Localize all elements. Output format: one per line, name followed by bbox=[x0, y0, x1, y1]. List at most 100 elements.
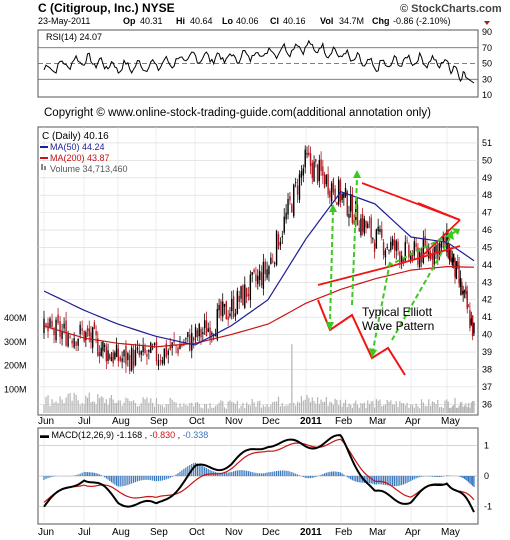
macd-histogram-bar bbox=[200, 465, 202, 476]
candle-body bbox=[63, 323, 65, 329]
macd-histogram-bar bbox=[370, 476, 372, 484]
volume-bar bbox=[51, 399, 53, 413]
macd-histogram-bar bbox=[264, 472, 266, 476]
macd-histogram-bar bbox=[472, 476, 474, 486]
candle-body bbox=[86, 328, 89, 332]
svg-text:▬ MACD(12,26,9) -1: ▬ MACD(12,26,9) -1.168 , -0.830 , -0.338 bbox=[40, 430, 208, 440]
volume-bar bbox=[311, 397, 313, 413]
macd-histogram-bar bbox=[112, 476, 114, 484]
ma50-line bbox=[43, 190, 475, 346]
volume-tick-label: 300M bbox=[4, 337, 27, 347]
macd-histogram-bar bbox=[260, 473, 263, 476]
candle-body bbox=[136, 347, 139, 350]
candle-body bbox=[127, 353, 129, 361]
macd-histogram-bar bbox=[163, 476, 165, 481]
volume-bar bbox=[144, 399, 146, 413]
volume-bar bbox=[315, 403, 317, 413]
candle-body bbox=[236, 290, 239, 314]
macd-histogram-bar bbox=[279, 470, 282, 476]
candle-body bbox=[377, 226, 379, 232]
candle-body bbox=[448, 248, 451, 261]
volume-bar bbox=[300, 396, 302, 413]
candle-body bbox=[384, 250, 387, 258]
volume-bar bbox=[253, 402, 255, 413]
x-axis-label: Mar bbox=[369, 416, 387, 427]
candle-body bbox=[198, 323, 200, 337]
macd-histogram-bar bbox=[125, 476, 127, 486]
candle-body bbox=[117, 348, 120, 362]
volume-bar bbox=[447, 401, 449, 413]
volume-bar bbox=[257, 401, 259, 413]
macd-histogram-bar bbox=[88, 472, 90, 476]
volume-bar bbox=[107, 405, 109, 413]
volume-bar bbox=[358, 407, 360, 413]
macd-histogram-bar bbox=[242, 470, 244, 476]
volume-bar bbox=[287, 405, 289, 413]
volume-bar bbox=[146, 397, 148, 413]
macd-histogram-bar bbox=[367, 476, 369, 484]
volume-tick-label: 200M bbox=[4, 361, 27, 371]
macd-histogram-bar bbox=[110, 476, 113, 483]
macd-histogram-bar bbox=[93, 472, 95, 476]
macd-histogram-bar bbox=[272, 471, 274, 476]
macd-histogram-bar bbox=[343, 474, 345, 476]
volume-bar bbox=[451, 406, 453, 413]
volume-bar bbox=[83, 403, 85, 413]
x-axis-label: Dec bbox=[262, 416, 280, 427]
candle-body bbox=[466, 291, 468, 309]
candle-body bbox=[169, 345, 171, 350]
candle-body bbox=[67, 334, 69, 347]
volume-bar bbox=[177, 407, 179, 413]
close-value: 40.16 bbox=[283, 16, 306, 26]
volume-bar bbox=[429, 405, 432, 413]
candle-body bbox=[222, 301, 224, 317]
volume-bar bbox=[346, 407, 348, 413]
candle-body bbox=[220, 301, 222, 316]
macd-histogram-bar bbox=[466, 476, 468, 482]
volume-bar bbox=[351, 407, 353, 413]
candle-body bbox=[437, 242, 439, 260]
volume-bar bbox=[406, 402, 408, 413]
volume-bar bbox=[136, 406, 138, 413]
volume-bar bbox=[368, 403, 371, 413]
candle-body bbox=[81, 328, 83, 331]
macd-histogram-bar bbox=[346, 476, 348, 478]
macd-histogram-bar bbox=[437, 476, 439, 478]
volume-tick-label: 100M bbox=[4, 384, 27, 394]
candle-body bbox=[196, 330, 199, 338]
macd-histogram-bar bbox=[159, 476, 162, 481]
candle-body bbox=[211, 332, 213, 335]
volume-bar bbox=[275, 401, 278, 413]
volume-bar bbox=[285, 405, 287, 413]
volume-bar bbox=[279, 406, 282, 413]
candle-body bbox=[43, 318, 45, 334]
candle-body bbox=[422, 239, 425, 263]
candle-body bbox=[411, 254, 414, 261]
candle-body bbox=[194, 327, 197, 338]
macd-histogram-bar bbox=[177, 473, 179, 476]
volume-value: 34.7M bbox=[339, 16, 364, 26]
volume-bar bbox=[296, 401, 299, 413]
arrowhead-icon bbox=[446, 230, 454, 240]
annotation-text-line2: Wave Pattern bbox=[362, 319, 434, 333]
volume-bar bbox=[373, 407, 376, 413]
macd-histogram-bar bbox=[171, 476, 173, 477]
volume-bar bbox=[198, 403, 200, 413]
volume-bar bbox=[95, 404, 97, 413]
candle-body bbox=[360, 218, 362, 236]
volume-bar bbox=[363, 402, 365, 413]
candle-body bbox=[311, 162, 313, 179]
macd-histogram-bar bbox=[390, 476, 392, 486]
macd-histogram-bar bbox=[381, 476, 383, 485]
macd-tick-label: -1 bbox=[484, 502, 492, 512]
candle-body bbox=[373, 243, 376, 252]
candle-body bbox=[57, 314, 59, 324]
volume-bar bbox=[246, 402, 248, 413]
candle-body bbox=[346, 191, 348, 216]
volume-bar bbox=[132, 400, 135, 413]
volume-bar bbox=[216, 404, 218, 413]
candle-body bbox=[238, 295, 240, 302]
macd-histogram-bar bbox=[459, 476, 462, 477]
volume-bar bbox=[127, 398, 129, 413]
price-tick-label: 37 bbox=[482, 382, 492, 392]
